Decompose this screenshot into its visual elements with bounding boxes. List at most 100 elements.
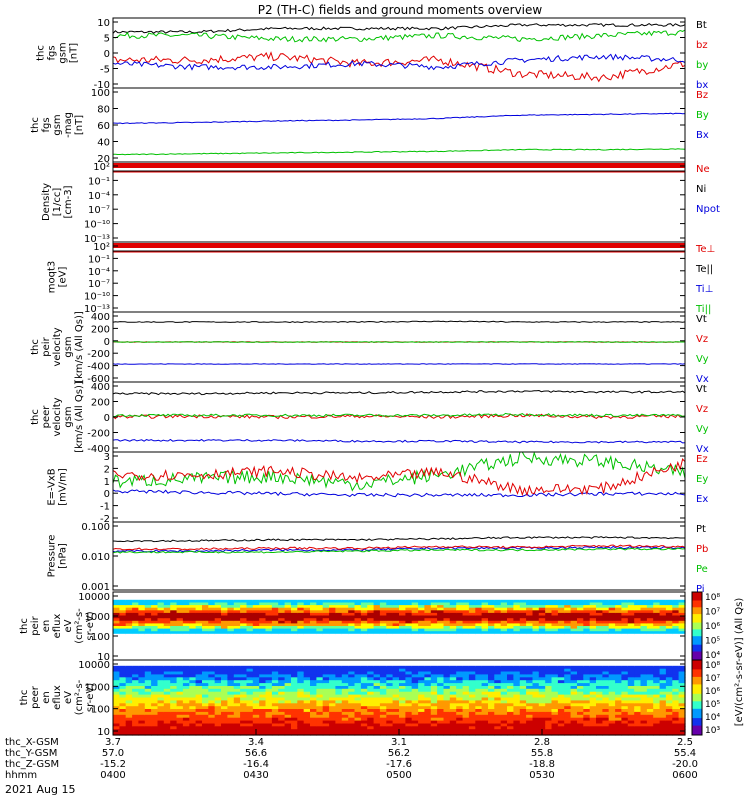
spectrogram-cell <box>329 615 337 619</box>
y-axis-label-line: en <box>41 620 52 633</box>
spectrogram-cell <box>519 720 527 725</box>
spectrogram-cell <box>468 668 476 673</box>
spectrogram-cell <box>602 631 610 635</box>
spectrogram-cell <box>189 662 197 667</box>
spectrogram-cell <box>488 691 495 696</box>
spectrogram-cell <box>157 688 165 693</box>
spectrogram-cell <box>373 607 381 611</box>
spectrogram-cell <box>430 694 438 699</box>
spectrogram-cell <box>538 657 546 661</box>
spectrogram-cell <box>545 706 553 710</box>
spectrogram-cell <box>418 700 426 704</box>
spectrogram-cell <box>144 691 152 696</box>
spectrogram-cell <box>170 691 178 696</box>
y-tick-label: 20 <box>97 154 110 165</box>
spectrogram-cell <box>475 686 483 690</box>
spectrogram-cell <box>208 714 216 719</box>
spectrogram-cell <box>278 662 286 667</box>
spectrogram-cell <box>640 700 648 704</box>
spectrogram-cell <box>481 620 489 624</box>
spectrogram-cell <box>653 628 661 632</box>
spectrogram-cell <box>678 610 686 614</box>
spectrogram-cell <box>468 709 476 713</box>
spectrogram-cell <box>182 709 190 713</box>
spectrogram-cell <box>132 691 140 696</box>
y-axis-label-line: peer <box>30 685 41 709</box>
spectrogram-cell <box>271 668 279 673</box>
spectrogram-cell <box>665 706 673 710</box>
spectrogram-cell <box>462 720 470 725</box>
spectrogram-cell <box>545 709 553 713</box>
spectrogram-cell <box>316 717 324 722</box>
spectrogram-cell <box>360 633 368 637</box>
spectrogram-cell <box>405 636 413 640</box>
spectrogram-cell <box>379 644 387 648</box>
spectrogram-cell <box>348 691 356 696</box>
spectrogram-cell <box>449 723 457 727</box>
panel-frame <box>112 521 686 591</box>
spectrogram-cell <box>526 607 534 611</box>
spectrogram-cell <box>430 631 438 635</box>
spectrogram-cell <box>621 654 629 658</box>
spectrogram-cell <box>182 657 190 661</box>
spectrogram-cell <box>449 612 457 617</box>
spectrogram-cell <box>500 668 508 673</box>
spectrogram-cell <box>589 706 597 710</box>
spectrogram-cell <box>322 677 330 681</box>
spectrogram-cell <box>449 636 457 640</box>
spectrogram-cell <box>411 717 419 722</box>
spectrogram-cell <box>564 605 572 609</box>
spectrogram-cell <box>157 726 165 730</box>
spectrogram-cell <box>443 680 451 684</box>
spectrogram-cell <box>665 717 673 722</box>
spectrogram-cell <box>265 688 273 693</box>
spectrogram-cell <box>176 677 184 681</box>
spectrogram-cell <box>615 623 623 627</box>
spectrogram-cell <box>132 697 140 701</box>
spectrogram-cell <box>589 615 597 619</box>
spectrogram-cell <box>449 686 457 690</box>
spectrogram-cell <box>665 665 673 670</box>
spectrogram-cell <box>449 599 457 603</box>
spectrogram-cell <box>113 709 120 713</box>
spectrogram-cell <box>189 592 197 596</box>
spectrogram-cell <box>640 592 648 596</box>
spectrogram-cell <box>494 688 502 693</box>
spectrogram-cell <box>399 649 406 653</box>
spectrogram-cell <box>386 599 394 603</box>
spectrogram-cell <box>513 594 521 598</box>
spectrogram-cell <box>399 615 406 619</box>
spectrogram-cell <box>430 674 438 678</box>
spectrogram-cell <box>507 717 514 722</box>
spectrogram-cell <box>519 602 527 606</box>
spectrogram-cell <box>475 631 483 635</box>
spectrogram-cell <box>316 636 324 640</box>
spectrogram-cell <box>360 703 368 707</box>
spectrogram-cell <box>557 623 565 627</box>
spectrogram-cell <box>405 671 413 675</box>
spectrogram-cell <box>462 594 470 598</box>
spectrogram-cell <box>488 662 495 667</box>
spectrogram-cell <box>341 700 349 704</box>
spectrogram-cell <box>322 631 330 635</box>
spectrogram-cell <box>481 729 489 733</box>
colorbar-swatch <box>692 614 702 617</box>
spectrogram-cell <box>354 711 362 716</box>
spectrogram-cell <box>119 732 127 736</box>
spectrogram-cell <box>119 694 127 699</box>
spectrogram-cell <box>195 697 203 701</box>
spectrogram-cell <box>564 683 572 687</box>
spectrogram-cell <box>507 620 514 624</box>
spectrogram-cell <box>240 688 248 693</box>
spectrogram-cell <box>392 697 400 701</box>
spectrogram-cell <box>634 660 642 664</box>
spectrogram-cell <box>348 605 356 609</box>
spectrogram-cell <box>646 662 654 667</box>
spectrogram-cell <box>589 674 597 678</box>
spectrogram-cell <box>488 644 495 648</box>
spectrogram-cell <box>284 706 292 710</box>
spectrogram-cell <box>507 686 514 690</box>
spectrogram-cell <box>373 652 381 656</box>
spectrogram-cell <box>392 612 400 617</box>
spectrogram-cell <box>291 720 298 725</box>
